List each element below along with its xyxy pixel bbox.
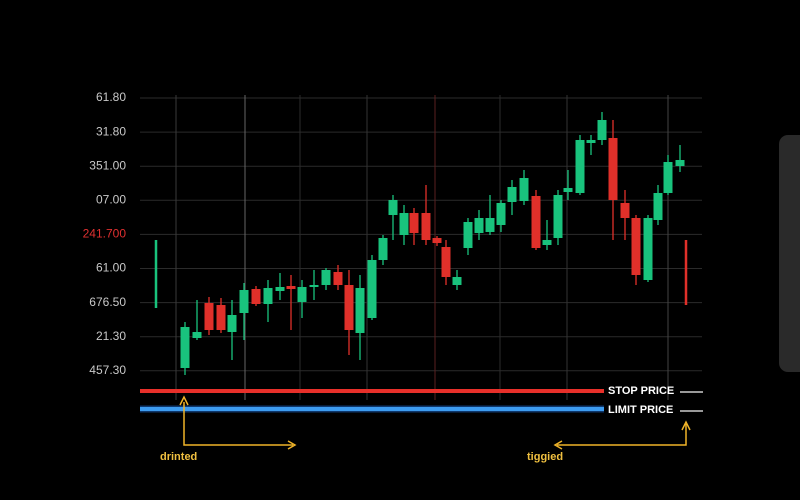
grid (140, 95, 702, 400)
candle-body (204, 303, 214, 330)
candle-body (344, 285, 354, 330)
candle-body (496, 203, 506, 225)
candle-body (631, 218, 641, 275)
axis-label: 457.30 (89, 363, 126, 377)
arrow-right-up (681, 420, 691, 431)
candle-body (553, 195, 563, 238)
candle-body (474, 218, 484, 233)
arrow-right (557, 424, 687, 446)
candle-body (519, 178, 529, 201)
arrow-right-head (553, 440, 563, 450)
candle-body (653, 193, 663, 220)
annotation: drinted (160, 451, 197, 463)
candle-body (485, 218, 495, 232)
candle-body (355, 288, 365, 333)
candle-body (333, 272, 343, 285)
candle-body (643, 218, 653, 280)
candle-body (608, 138, 618, 200)
candle-body (227, 315, 237, 332)
candle-body (275, 287, 285, 291)
candle-body (675, 160, 685, 166)
arrow-left (183, 402, 293, 446)
axis-label: 61.80 (96, 90, 126, 104)
axis-labels: 61.80 31.80 351.00 07.00 241.700 61.00 676.50 2… (83, 90, 127, 377)
candle-body (441, 247, 451, 277)
arrow-left-up (179, 395, 189, 406)
axis-label: 07.00 (96, 192, 126, 206)
candles (154, 112, 688, 375)
candle-body (399, 213, 409, 235)
candle-body (663, 162, 673, 193)
candle-body (421, 213, 431, 240)
candle-body (452, 277, 462, 285)
candle-body (297, 287, 307, 302)
candle-body (542, 240, 552, 245)
candle-body (239, 290, 249, 313)
candle-body (263, 288, 273, 304)
candle-body (180, 327, 190, 368)
candle-body (432, 238, 442, 243)
candle-body (409, 213, 419, 233)
candle-body (367, 260, 377, 318)
axis-label: 676.50 (89, 295, 126, 309)
candle-body (575, 140, 585, 193)
axis-label: 31.80 (96, 124, 126, 138)
candle-body (463, 222, 473, 248)
candle-body (531, 196, 541, 248)
candle-body (597, 120, 607, 140)
annotation: tiggied (527, 451, 563, 463)
candle-body (620, 203, 630, 218)
candle-body (192, 332, 202, 338)
candle-body (309, 285, 319, 287)
candle-body (563, 188, 573, 192)
candle-body (586, 140, 596, 143)
scroll-handle[interactable] (779, 135, 800, 372)
axis-label: 241.700 (83, 227, 127, 241)
arrow-left-head (287, 440, 297, 450)
candle-body (251, 289, 261, 304)
axis-label: 351.00 (89, 158, 126, 172)
candle-body (321, 270, 331, 285)
axis-label: 61.00 (96, 261, 126, 275)
stop-label: STOP PRICE (608, 385, 674, 397)
arrows (179, 395, 691, 450)
candle-body (388, 200, 398, 215)
axis-label: 21.30 (96, 329, 126, 343)
candle-body (507, 187, 517, 202)
candle-body (378, 238, 388, 260)
candle-body (286, 286, 296, 289)
limit-label: LIMIT PRICE (608, 404, 673, 416)
candle-body (216, 305, 226, 330)
